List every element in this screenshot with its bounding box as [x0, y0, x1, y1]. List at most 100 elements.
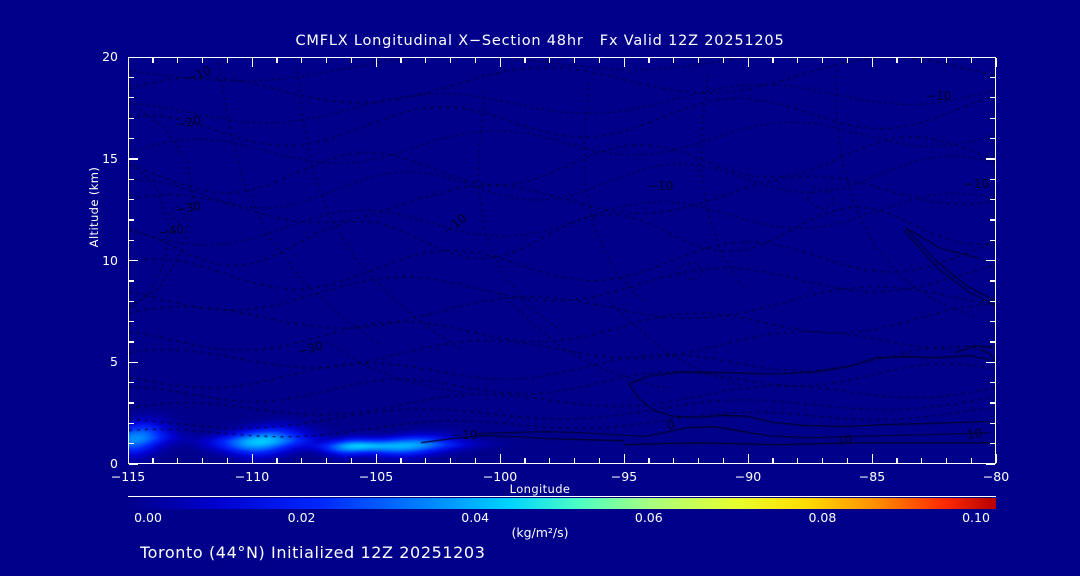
x-tick-label: −85: [858, 469, 886, 484]
tick-mark: [276, 58, 278, 63]
tick-mark: [129, 341, 134, 343]
x-tick-label: −100: [482, 469, 518, 484]
tick-mark: [152, 58, 154, 63]
tick-mark: [995, 454, 997, 463]
colorbar[interactable]: [128, 496, 996, 509]
tick-mark: [129, 117, 134, 119]
tick-mark: [400, 58, 402, 63]
x-tick-label: −115: [110, 469, 146, 484]
tick-mark: [177, 58, 179, 63]
tick-mark: [129, 300, 134, 302]
tick-mark: [945, 458, 948, 463]
tick-mark: [129, 76, 134, 79]
tick-mark: [990, 137, 995, 140]
tick-mark: [990, 341, 995, 343]
tick-mark: [400, 458, 402, 463]
tick-mark: [127, 454, 129, 463]
tick-mark: [129, 97, 134, 99]
colorbar-tick-label: 0.08: [808, 510, 837, 525]
tick-mark: [990, 178, 995, 180]
colorbar-tick-label: 0.00: [134, 510, 162, 525]
tick-mark: [129, 158, 138, 160]
tick-mark: [425, 58, 427, 63]
tick-mark: [772, 58, 774, 63]
tick-mark: [986, 56, 995, 58]
tick-mark: [990, 280, 995, 282]
x-axis-label: Longitude: [509, 482, 571, 496]
tick-mark: [127, 58, 129, 67]
tick-mark: [251, 58, 253, 67]
tick-mark: [276, 458, 278, 463]
page-title: CMFLX Longitudinal X−Section 48hr Fx Val…: [295, 33, 785, 49]
tick-mark: [846, 58, 848, 63]
tick-mark: [201, 458, 204, 463]
tick-mark: [350, 58, 352, 63]
tick-mark: [129, 361, 138, 364]
tick-mark: [251, 454, 253, 463]
tick-mark: [623, 454, 625, 463]
tick-mark: [648, 458, 650, 463]
tick-mark: [623, 58, 625, 67]
tick-mark: [325, 458, 328, 463]
tick-mark: [821, 58, 824, 63]
tick-mark: [986, 260, 995, 262]
tick-mark: [474, 458, 476, 463]
colorbar-tick-label: 0.04: [461, 510, 490, 525]
plot-area: −10 −20 −30 −40 −10 −10 −10 −10 −30 −10 0 10 10: [128, 57, 996, 464]
tick-mark: [129, 219, 134, 221]
tick-mark: [673, 58, 675, 63]
tick-mark: [201, 58, 204, 63]
tick-mark: [722, 458, 724, 463]
tick-mark: [821, 458, 824, 463]
tick-mark: [697, 458, 700, 463]
tick-mark: [573, 58, 576, 63]
tick-mark: [673, 458, 675, 463]
tick-mark: [129, 280, 134, 282]
y-tick-label: 20: [102, 49, 118, 64]
tick-mark: [990, 97, 995, 99]
tick-mark: [990, 382, 995, 384]
tick-mark: [990, 239, 995, 241]
tick-mark: [598, 58, 600, 63]
tick-mark: [598, 458, 600, 463]
tick-mark: [990, 219, 995, 221]
y-tick-label: 5: [110, 354, 118, 370]
y-tick-label: 0: [110, 456, 118, 471]
colorbar-tick-label: 0.10: [962, 510, 990, 525]
tick-mark: [970, 58, 972, 63]
tick-mark: [129, 239, 134, 241]
x-tick-label: −105: [358, 469, 394, 484]
x-tick-label: −95: [610, 469, 638, 484]
tick-mark: [524, 58, 526, 63]
tick-mark: [871, 454, 873, 463]
tick-mark: [697, 58, 700, 63]
tick-mark: [648, 58, 650, 63]
tick-mark: [945, 58, 948, 63]
tick-mark: [177, 458, 179, 463]
tick-mark: [990, 76, 995, 79]
tick-mark: [990, 300, 995, 302]
tick-mark: [129, 260, 138, 262]
tick-mark: [226, 58, 228, 63]
tick-mark: [986, 361, 995, 364]
tick-mark: [129, 443, 134, 445]
tick-mark: [990, 443, 995, 445]
tick-mark: [970, 458, 972, 463]
tick-mark: [524, 458, 526, 463]
tick-mark: [990, 198, 995, 201]
tick-mark: [301, 58, 303, 63]
colorbar-gradient: [128, 498, 996, 509]
tick-mark: [129, 422, 134, 425]
tick-mark: [129, 56, 138, 58]
tick-mark: [301, 458, 303, 463]
colorbar-tick-label: 0.02: [287, 510, 316, 525]
tick-mark: [990, 402, 995, 404]
contour-label: −10: [452, 428, 478, 442]
tick-mark: [350, 458, 352, 463]
tick-mark: [499, 58, 501, 67]
tick-mark: [986, 158, 995, 160]
